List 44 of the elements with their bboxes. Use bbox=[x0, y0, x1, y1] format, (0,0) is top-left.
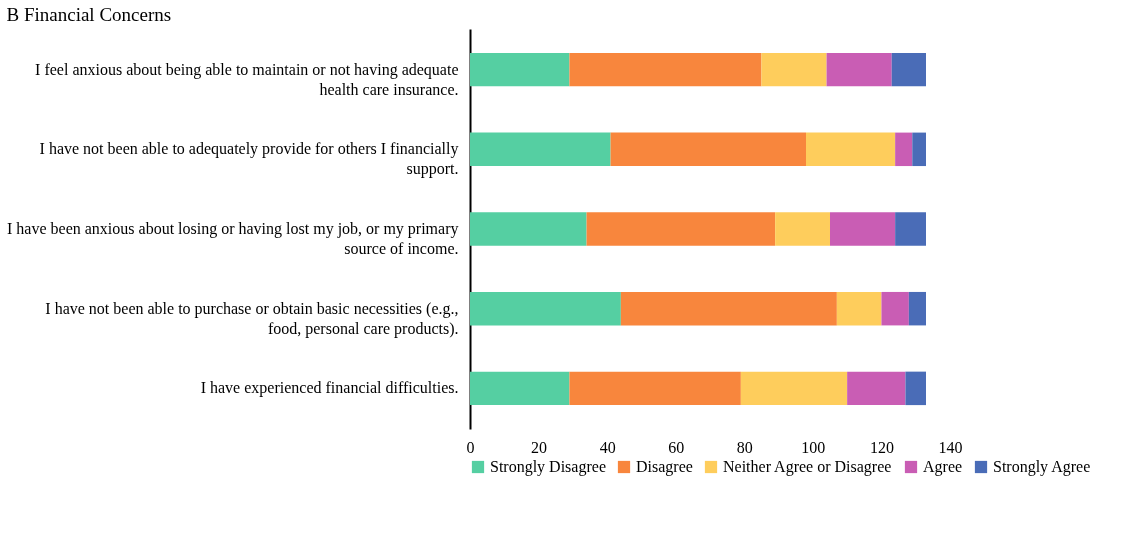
bar bbox=[830, 212, 896, 246]
x-tick-label: 100 bbox=[801, 438, 826, 456]
bar bbox=[836, 291, 882, 326]
y-tick-label: I have experienced financial difficulties. bbox=[200, 379, 459, 398]
y-tick-label: I have not been able to adequately provide for others I financially support. bbox=[39, 140, 459, 179]
x-tick-label: 120 bbox=[869, 438, 894, 456]
bar bbox=[908, 291, 926, 326]
text: B Financial Concerns bbox=[6, 4, 172, 25]
bar bbox=[470, 212, 587, 246]
bar bbox=[470, 52, 570, 87]
x-tick-label: 80 bbox=[736, 438, 753, 456]
x-tick-label: 140 bbox=[938, 438, 963, 456]
bar bbox=[470, 132, 611, 167]
x-tick-label: 60 bbox=[668, 438, 685, 456]
bar bbox=[586, 212, 776, 246]
x-tick-label: 20 bbox=[531, 438, 548, 456]
y-tick-label: I have been anxious about losing or having lost my job, or my primary source of income. bbox=[7, 220, 459, 257]
y-tick-label: I feel anxious about being able to maintain or not having adequate health care insurance. bbox=[35, 60, 459, 98]
bar bbox=[826, 52, 892, 87]
legend-label: Strongly Agree bbox=[993, 458, 1091, 476]
legend-label: Strongly Disagree bbox=[490, 458, 606, 476]
bar bbox=[740, 371, 848, 406]
legend-label: Disagree bbox=[636, 458, 693, 476]
bar bbox=[470, 291, 621, 326]
bar bbox=[881, 291, 909, 326]
bar bbox=[610, 132, 806, 167]
bar bbox=[761, 52, 827, 87]
bar bbox=[806, 132, 896, 167]
bar bbox=[895, 132, 913, 167]
legend-label: Agree bbox=[923, 458, 963, 476]
bar bbox=[895, 212, 926, 246]
bar bbox=[620, 291, 837, 326]
bar bbox=[569, 52, 762, 87]
bar bbox=[912, 132, 926, 167]
bar bbox=[775, 212, 830, 246]
bar bbox=[470, 371, 570, 406]
x-tick-label: 40 bbox=[599, 438, 616, 456]
bar bbox=[891, 52, 926, 87]
y-tick-label: I have not been able to purchase or obtain basic necessities (e.g., food, personal care products). bbox=[45, 299, 459, 338]
bar bbox=[847, 371, 906, 406]
legend-label: Neither Agree or Disagree bbox=[723, 458, 892, 476]
bar bbox=[569, 371, 741, 406]
x-tick-label: 0 bbox=[466, 438, 475, 456]
bar bbox=[905, 371, 926, 406]
